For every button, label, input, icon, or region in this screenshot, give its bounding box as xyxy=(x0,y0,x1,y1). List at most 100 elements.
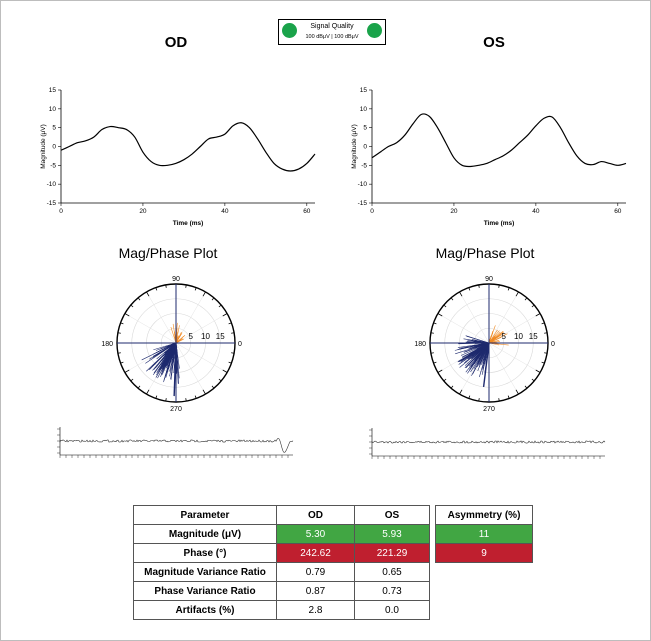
os-polar-ring-tick xyxy=(535,313,541,317)
od-polar-ring-tick xyxy=(218,378,222,382)
header-os: OS xyxy=(354,505,430,525)
od-polar-ring-tick xyxy=(124,369,130,373)
os-polar-ring-tick xyxy=(531,304,535,308)
os-polar-ring-tick xyxy=(531,378,535,382)
od-polar-grid-spoke xyxy=(124,313,177,344)
os-polar-radial-tick-label: 15 xyxy=(529,332,538,341)
os-polar-navy-spoke xyxy=(472,342,490,375)
od-polar-ring-tick xyxy=(117,332,121,334)
os-value: 5.93 xyxy=(354,524,430,544)
header-asymmetry: Asymmetry (%) xyxy=(435,505,533,525)
od-polar-orange-spoke xyxy=(170,326,177,344)
os-polar-angle-label-180: 180 xyxy=(414,341,426,348)
od-polar-ring-tick xyxy=(211,385,215,389)
od-polar-ring-tick xyxy=(124,313,130,317)
signal-quality-value: 100 dBμV | 100 dBμV xyxy=(305,34,359,40)
od-polar-grid-spoke xyxy=(175,313,228,344)
od-polar-navy-spoke xyxy=(163,342,177,360)
od-polar-grid-spoke xyxy=(175,342,206,395)
os-polar-ring-tick xyxy=(443,304,447,308)
os-value: 0.73 xyxy=(354,581,430,601)
os-polar-grid-spoke xyxy=(437,313,490,344)
asymmetry-value: 11 xyxy=(435,524,533,544)
os-erg-y-tick-label: -5 xyxy=(361,162,367,169)
od-polar-ring-tick xyxy=(222,313,228,317)
od-polar-ring-tick xyxy=(231,352,235,354)
od-erg-y-tick-label: -10 xyxy=(47,181,57,188)
os-erg-y-tick-label: -15 xyxy=(358,200,368,207)
os-polar-orange-spoke xyxy=(488,336,496,344)
os-polar-grid-spoke xyxy=(488,342,541,373)
od-polar-ring-tick xyxy=(130,304,134,308)
od-polar-ring-tick xyxy=(120,361,124,364)
os-polar-ring-tick xyxy=(507,287,510,291)
od-polar-ring-tick xyxy=(231,332,235,334)
od-erg-x-axis-label: Time (ms) xyxy=(173,220,204,227)
os-polar-ring-tick xyxy=(524,385,528,389)
os-polar-ring-tick xyxy=(443,378,447,382)
od-erg-y-tick-label: 5 xyxy=(52,125,56,132)
os-polar-ring-tick xyxy=(459,291,463,297)
od-polar-ring-tick xyxy=(202,389,206,395)
os-erg-y-axis-label: Magnitude (μV) xyxy=(351,124,358,169)
od-polar-angle-label-90: 90 xyxy=(172,276,180,283)
os-polar-ring-tick xyxy=(535,369,541,373)
od-polar-ring-tick xyxy=(222,369,228,373)
os-polar-ring-tick xyxy=(544,332,548,334)
os-erg-y-tick-label: 15 xyxy=(360,87,368,94)
os-polar-ring-tick xyxy=(498,284,500,288)
os-polar-radial-tick-label: 10 xyxy=(514,332,523,341)
od-polar-ring-tick xyxy=(117,352,121,354)
od-value: 0.87 xyxy=(276,581,355,601)
od-polar-grid-spoke xyxy=(146,291,177,344)
os-polar-ring-tick xyxy=(515,389,519,395)
od-value: 242.62 xyxy=(276,543,355,563)
os-polar-ring-tick xyxy=(478,284,480,288)
os-polar-ring-tick xyxy=(430,352,434,354)
od-polar-ring-tick xyxy=(228,361,232,364)
os-polar-ring-tick xyxy=(544,352,548,354)
od-erg-y-axis-label: Magnitude (μV) xyxy=(40,124,47,169)
os-polar-grid-spoke xyxy=(488,342,519,395)
od-polar-radial-tick-label: 15 xyxy=(216,332,225,341)
signal-quality-label: Signal Quality xyxy=(310,23,354,30)
od-polar-angle-label-270: 270 xyxy=(170,406,182,413)
od-polar-navy-spoke xyxy=(155,342,177,351)
od-raw-trace-line xyxy=(59,438,294,453)
od-polar-navy-spoke xyxy=(141,342,177,361)
od-erg-y-tick-label: 15 xyxy=(49,87,57,94)
od-value: 2.8 xyxy=(276,600,355,620)
table-row: Phase Variance Ratio 0.87 0.73 xyxy=(133,581,533,601)
os-erg-y-tick-label: 10 xyxy=(360,106,368,113)
od-polar-angle-label-180: 180 xyxy=(101,341,113,348)
od-polar-ring-tick xyxy=(137,385,141,389)
od-erg-x-tick-label: 60 xyxy=(303,208,311,215)
os-polar-ring-tick xyxy=(459,389,463,395)
od-erg-x-tick-label: 20 xyxy=(139,208,147,215)
od-polar-ring-tick xyxy=(185,284,187,288)
os-polar-navy-spoke xyxy=(466,335,490,344)
os-erg-series-line xyxy=(371,113,627,168)
os-polar-grid-spoke xyxy=(459,291,490,344)
os-value: 221.29 xyxy=(354,543,430,563)
asymmetry-value: 9 xyxy=(435,543,533,563)
od-polar-title: Mag/Phase Plot xyxy=(118,245,218,261)
od-polar-radial-tick-label: 5 xyxy=(189,332,194,341)
os-polar-angle-label-90: 90 xyxy=(485,276,493,283)
od-value: 5.30 xyxy=(276,524,355,544)
od-polar-orange-spoke xyxy=(175,332,183,344)
od-polar-angle-label-0: 0 xyxy=(238,341,242,348)
os-polar-ring-tick xyxy=(515,291,519,297)
os-erg-x-axis-label: Time (ms) xyxy=(484,220,515,227)
os-polar-ring-tick xyxy=(541,322,545,325)
os-polar-ring-tick xyxy=(450,297,454,301)
parameter-table: Parameter OD OS Asymmetry (%) Magnitude … xyxy=(133,505,533,620)
os-erg-x-tick-label: 20 xyxy=(450,208,458,215)
od-polar-ring-tick xyxy=(165,284,167,288)
od-value: 0.79 xyxy=(276,562,355,582)
os-polar-ring-tick xyxy=(478,398,480,402)
od-polar-ring-tick xyxy=(130,378,134,382)
os-polar-grid-spoke xyxy=(488,291,519,344)
os-polar-ring-tick xyxy=(437,313,443,317)
